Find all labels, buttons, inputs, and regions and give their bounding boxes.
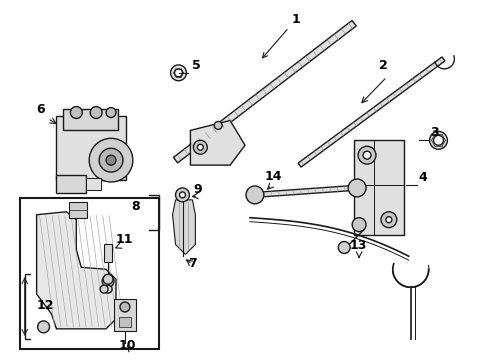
Circle shape xyxy=(357,146,375,164)
Bar xyxy=(86,178,101,190)
Text: 11: 11 xyxy=(116,233,133,246)
Circle shape xyxy=(100,285,108,293)
Text: 3: 3 xyxy=(429,126,438,139)
Polygon shape xyxy=(254,185,354,197)
Text: 2: 2 xyxy=(378,59,387,72)
Circle shape xyxy=(99,148,122,172)
Circle shape xyxy=(245,186,264,204)
Circle shape xyxy=(179,192,185,198)
Bar xyxy=(104,244,112,262)
Circle shape xyxy=(197,144,203,150)
Polygon shape xyxy=(190,121,244,165)
Circle shape xyxy=(214,121,222,129)
Circle shape xyxy=(351,218,366,231)
Circle shape xyxy=(102,275,114,287)
Text: 1: 1 xyxy=(262,13,300,58)
Circle shape xyxy=(338,242,349,253)
Bar xyxy=(20,198,158,349)
Circle shape xyxy=(103,274,113,284)
Polygon shape xyxy=(298,57,444,167)
Bar xyxy=(56,175,86,193)
Polygon shape xyxy=(172,200,195,255)
Circle shape xyxy=(174,69,182,77)
Bar xyxy=(119,317,131,327)
Circle shape xyxy=(170,65,186,81)
Circle shape xyxy=(90,107,102,118)
Text: 7: 7 xyxy=(188,257,197,270)
Circle shape xyxy=(120,302,130,312)
Circle shape xyxy=(428,131,447,149)
Circle shape xyxy=(433,135,443,145)
Text: 14: 14 xyxy=(264,170,282,183)
Circle shape xyxy=(38,321,49,333)
Polygon shape xyxy=(37,212,116,329)
Circle shape xyxy=(104,285,112,293)
Text: 12: 12 xyxy=(37,299,54,312)
Polygon shape xyxy=(173,21,356,163)
Bar xyxy=(353,140,403,235)
Circle shape xyxy=(385,217,391,223)
Circle shape xyxy=(106,108,116,117)
Text: 4: 4 xyxy=(418,171,427,184)
Circle shape xyxy=(175,188,189,202)
Circle shape xyxy=(106,155,116,165)
Circle shape xyxy=(362,151,370,159)
Text: 10: 10 xyxy=(118,339,135,352)
Circle shape xyxy=(380,212,396,228)
Circle shape xyxy=(89,138,133,182)
Circle shape xyxy=(347,179,366,197)
Bar xyxy=(63,109,118,130)
Text: 6: 6 xyxy=(37,103,45,116)
Text: 9: 9 xyxy=(193,183,202,196)
Bar xyxy=(69,202,87,218)
Text: 8: 8 xyxy=(131,200,139,213)
Bar xyxy=(56,116,126,180)
Circle shape xyxy=(70,107,82,118)
Bar xyxy=(114,299,136,331)
Text: 13: 13 xyxy=(348,239,366,252)
Circle shape xyxy=(193,140,207,154)
Text: 5: 5 xyxy=(192,59,201,72)
